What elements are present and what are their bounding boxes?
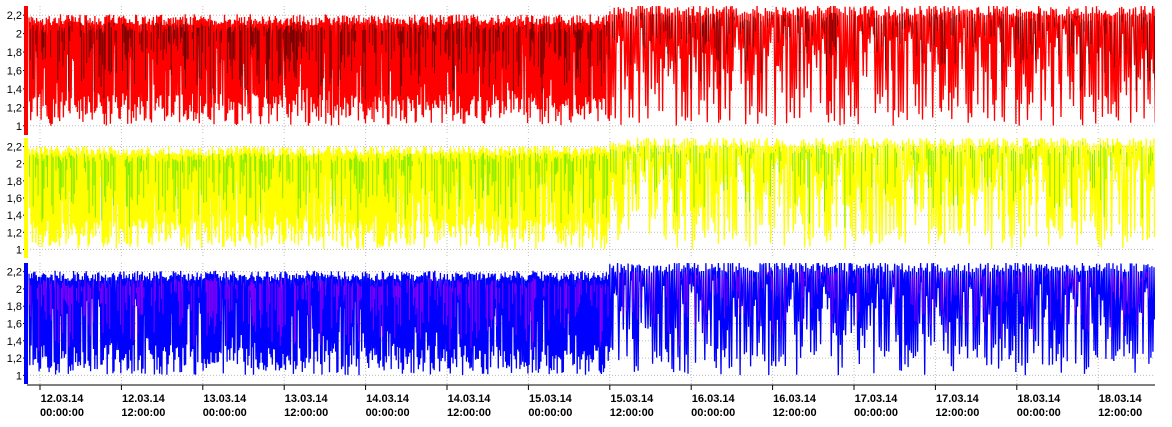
series-color-indicator xyxy=(24,6,28,135)
x-tick-date: 15.03.14 xyxy=(529,393,573,405)
y-tick-label: 2 xyxy=(16,159,22,171)
series-line-secondary xyxy=(28,266,1149,351)
y-tick-label: 1,4 xyxy=(7,210,22,222)
x-tick-date: 16.03.14 xyxy=(773,393,817,405)
x-tick-date: 17.03.14 xyxy=(936,393,980,405)
y-tick-label: 1,8 xyxy=(7,176,22,188)
y-tick-label: 2,2 xyxy=(7,142,22,154)
y-tick-label: 1,6 xyxy=(7,66,22,78)
x-tick-date: 12.03.14 xyxy=(41,393,85,405)
x-tick-time: 00:00:00 xyxy=(40,407,84,419)
x-tick-time: 00:00:00 xyxy=(854,407,898,419)
x-tick-date: 16.03.14 xyxy=(692,393,736,405)
x-tick-date: 13.03.14 xyxy=(203,393,247,405)
y-tick-label: 1,8 xyxy=(7,47,22,59)
y-tick-label: 2,2 xyxy=(7,10,22,22)
chart-panels: 1 1,2 1,4 1,6 1,8 2 2,2 1 1,2 1,4 1,6 1,8 2 2,2 1 1,2 1,… xyxy=(7,6,1155,384)
x-tick-date: 14.03.14 xyxy=(366,393,410,405)
y-tick-label: 1,4 xyxy=(7,84,22,96)
y-tick-label: 1,2 xyxy=(7,227,22,239)
x-tick-time: 00:00:00 xyxy=(691,407,735,419)
x-tick-date: 17.03.14 xyxy=(855,393,899,405)
x-tick-time: 12:00:00 xyxy=(284,407,328,419)
x-tick-time: 12:00:00 xyxy=(1098,407,1142,419)
x-tick-time: 12:00:00 xyxy=(121,407,165,419)
y-tick-label: 1,2 xyxy=(7,102,22,114)
x-tick-date: 18.03.14 xyxy=(1099,393,1143,405)
x-tick-time: 00:00:00 xyxy=(1017,407,1061,419)
y-tick-label: 1 xyxy=(16,121,22,133)
y-tick-label: 1,4 xyxy=(7,336,22,348)
panel-1: 1 1,2 1,4 1,6 1,8 2 2,2 xyxy=(7,6,1155,135)
series-1 xyxy=(28,6,1155,126)
y-tick-label: 2 xyxy=(16,29,22,41)
x-tick-time: 12:00:00 xyxy=(447,407,491,419)
y-tick-label: 2,2 xyxy=(7,267,22,279)
y-tick-label: 1,6 xyxy=(7,319,22,331)
series-3 xyxy=(28,263,1155,376)
x-tick-time: 12:00:00 xyxy=(935,407,979,419)
x-tick-time: 00:00:00 xyxy=(366,407,410,419)
series-line-primary xyxy=(28,6,1155,126)
y-tick-label: 1 xyxy=(16,244,22,256)
x-tick-time: 12:00:00 xyxy=(610,407,654,419)
x-tick-date: 18.03.14 xyxy=(1017,393,1061,405)
series-color-indicator xyxy=(24,263,28,384)
x-tick-date: 14.03.14 xyxy=(448,393,492,405)
series-color-indicator xyxy=(24,138,28,258)
series-line-secondary xyxy=(29,12,1155,103)
series-line-primary xyxy=(28,263,1155,376)
y-tick-label: 1,2 xyxy=(7,353,22,365)
y-tick-label: 1 xyxy=(16,370,22,382)
y-tick-label: 1,8 xyxy=(7,301,22,313)
series-2 xyxy=(28,138,1155,250)
x-tick-time: 00:00:00 xyxy=(203,407,247,419)
x-tick-time: 00:00:00 xyxy=(528,407,572,419)
x-tick-date: 13.03.14 xyxy=(285,393,329,405)
x-tick-date: 15.03.14 xyxy=(610,393,654,405)
x-axis: 12.03.14 00:00:00 12.03.14 12:00:00 13.03.14… xyxy=(27,384,1155,419)
y-tick-label: 2 xyxy=(16,284,22,296)
y-tick-label: 1,6 xyxy=(7,193,22,205)
x-tick-time: 12:00:00 xyxy=(773,407,817,419)
series-line-secondary xyxy=(28,142,1153,228)
panel-2: 1 1,2 1,4 1,6 1,8 2 2,2 xyxy=(7,138,1155,258)
x-tick-date: 12.03.14 xyxy=(122,393,166,405)
panel-3: 1 1,2 1,4 1,6 1,8 2 2,2 xyxy=(7,263,1155,384)
